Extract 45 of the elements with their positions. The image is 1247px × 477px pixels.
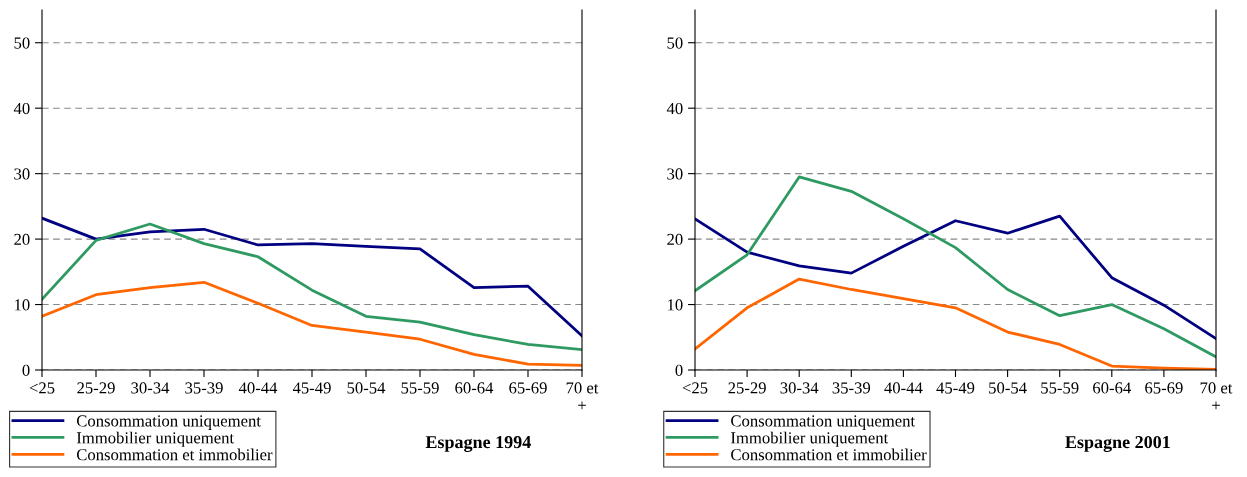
x-tick-label: 35-39: [832, 382, 871, 394]
text: Espagne 2001: [1065, 435, 1170, 452]
y-tick-label: 20: [667, 233, 683, 246]
x-tick-label: 45-49: [936, 382, 975, 394]
x-tick-label: 50-54: [989, 382, 1027, 394]
x-tick-label: 60-64: [1093, 382, 1131, 394]
x-tick-label: 55-59: [401, 382, 439, 394]
x-tick-label: 50-54: [347, 382, 386, 394]
x-tick-label: 35-39: [185, 382, 223, 394]
text: Espagne 1994: [425, 436, 531, 452]
line-series: [695, 175, 1216, 359]
legend-label: Immobilier uniquement: [76, 431, 235, 447]
x-tick-label: 30-34: [780, 382, 819, 394]
legend-label: Consommation et immobilier: [76, 448, 273, 461]
line-series: [695, 214, 1216, 340]
y-tick-label: 40: [666, 102, 683, 115]
y-tick-label: 10: [667, 299, 683, 311]
legend-label: Consommation uniquement: [76, 415, 261, 430]
line-series: [42, 280, 582, 367]
y-tick-label: 20: [14, 233, 30, 246]
x-tick-label: 70 et +: [566, 382, 599, 410]
y-tick-label: 10: [14, 299, 30, 311]
x-tick-label: 55-59: [1041, 382, 1079, 394]
y-tick-label: 30: [14, 168, 30, 180]
y-tick-label: 0: [675, 364, 683, 376]
legend-label: Consommation uniquement: [731, 415, 916, 430]
legend-label: Consommation et immobilier: [731, 448, 927, 461]
legend-label: Immobilier uniquement: [731, 431, 889, 447]
x-tick-label: 45-49: [292, 382, 331, 394]
x-tick-label: <25: [682, 382, 708, 394]
x-tick-label: <25: [29, 382, 55, 394]
x-tick-label: 40-44: [884, 382, 923, 394]
x-tick-label: 65-69: [509, 382, 547, 394]
y-tick-label: 40: [13, 102, 30, 115]
x-tick-label: 60-64: [455, 382, 494, 394]
y-tick-label: 0: [22, 364, 30, 376]
y-tick-label: 50: [14, 37, 30, 49]
y-tick-label: 50: [667, 37, 683, 49]
x-tick-label: 25-29: [728, 382, 766, 394]
x-tick-label: 30-34: [131, 382, 170, 394]
x-tick-label: 25-29: [77, 382, 115, 394]
x-tick-label: 40-44: [238, 382, 278, 394]
y-tick-label: 30: [667, 168, 683, 180]
x-tick-label: 65-69: [1145, 382, 1183, 394]
x-tick-label: 70 et +: [1200, 382, 1233, 410]
